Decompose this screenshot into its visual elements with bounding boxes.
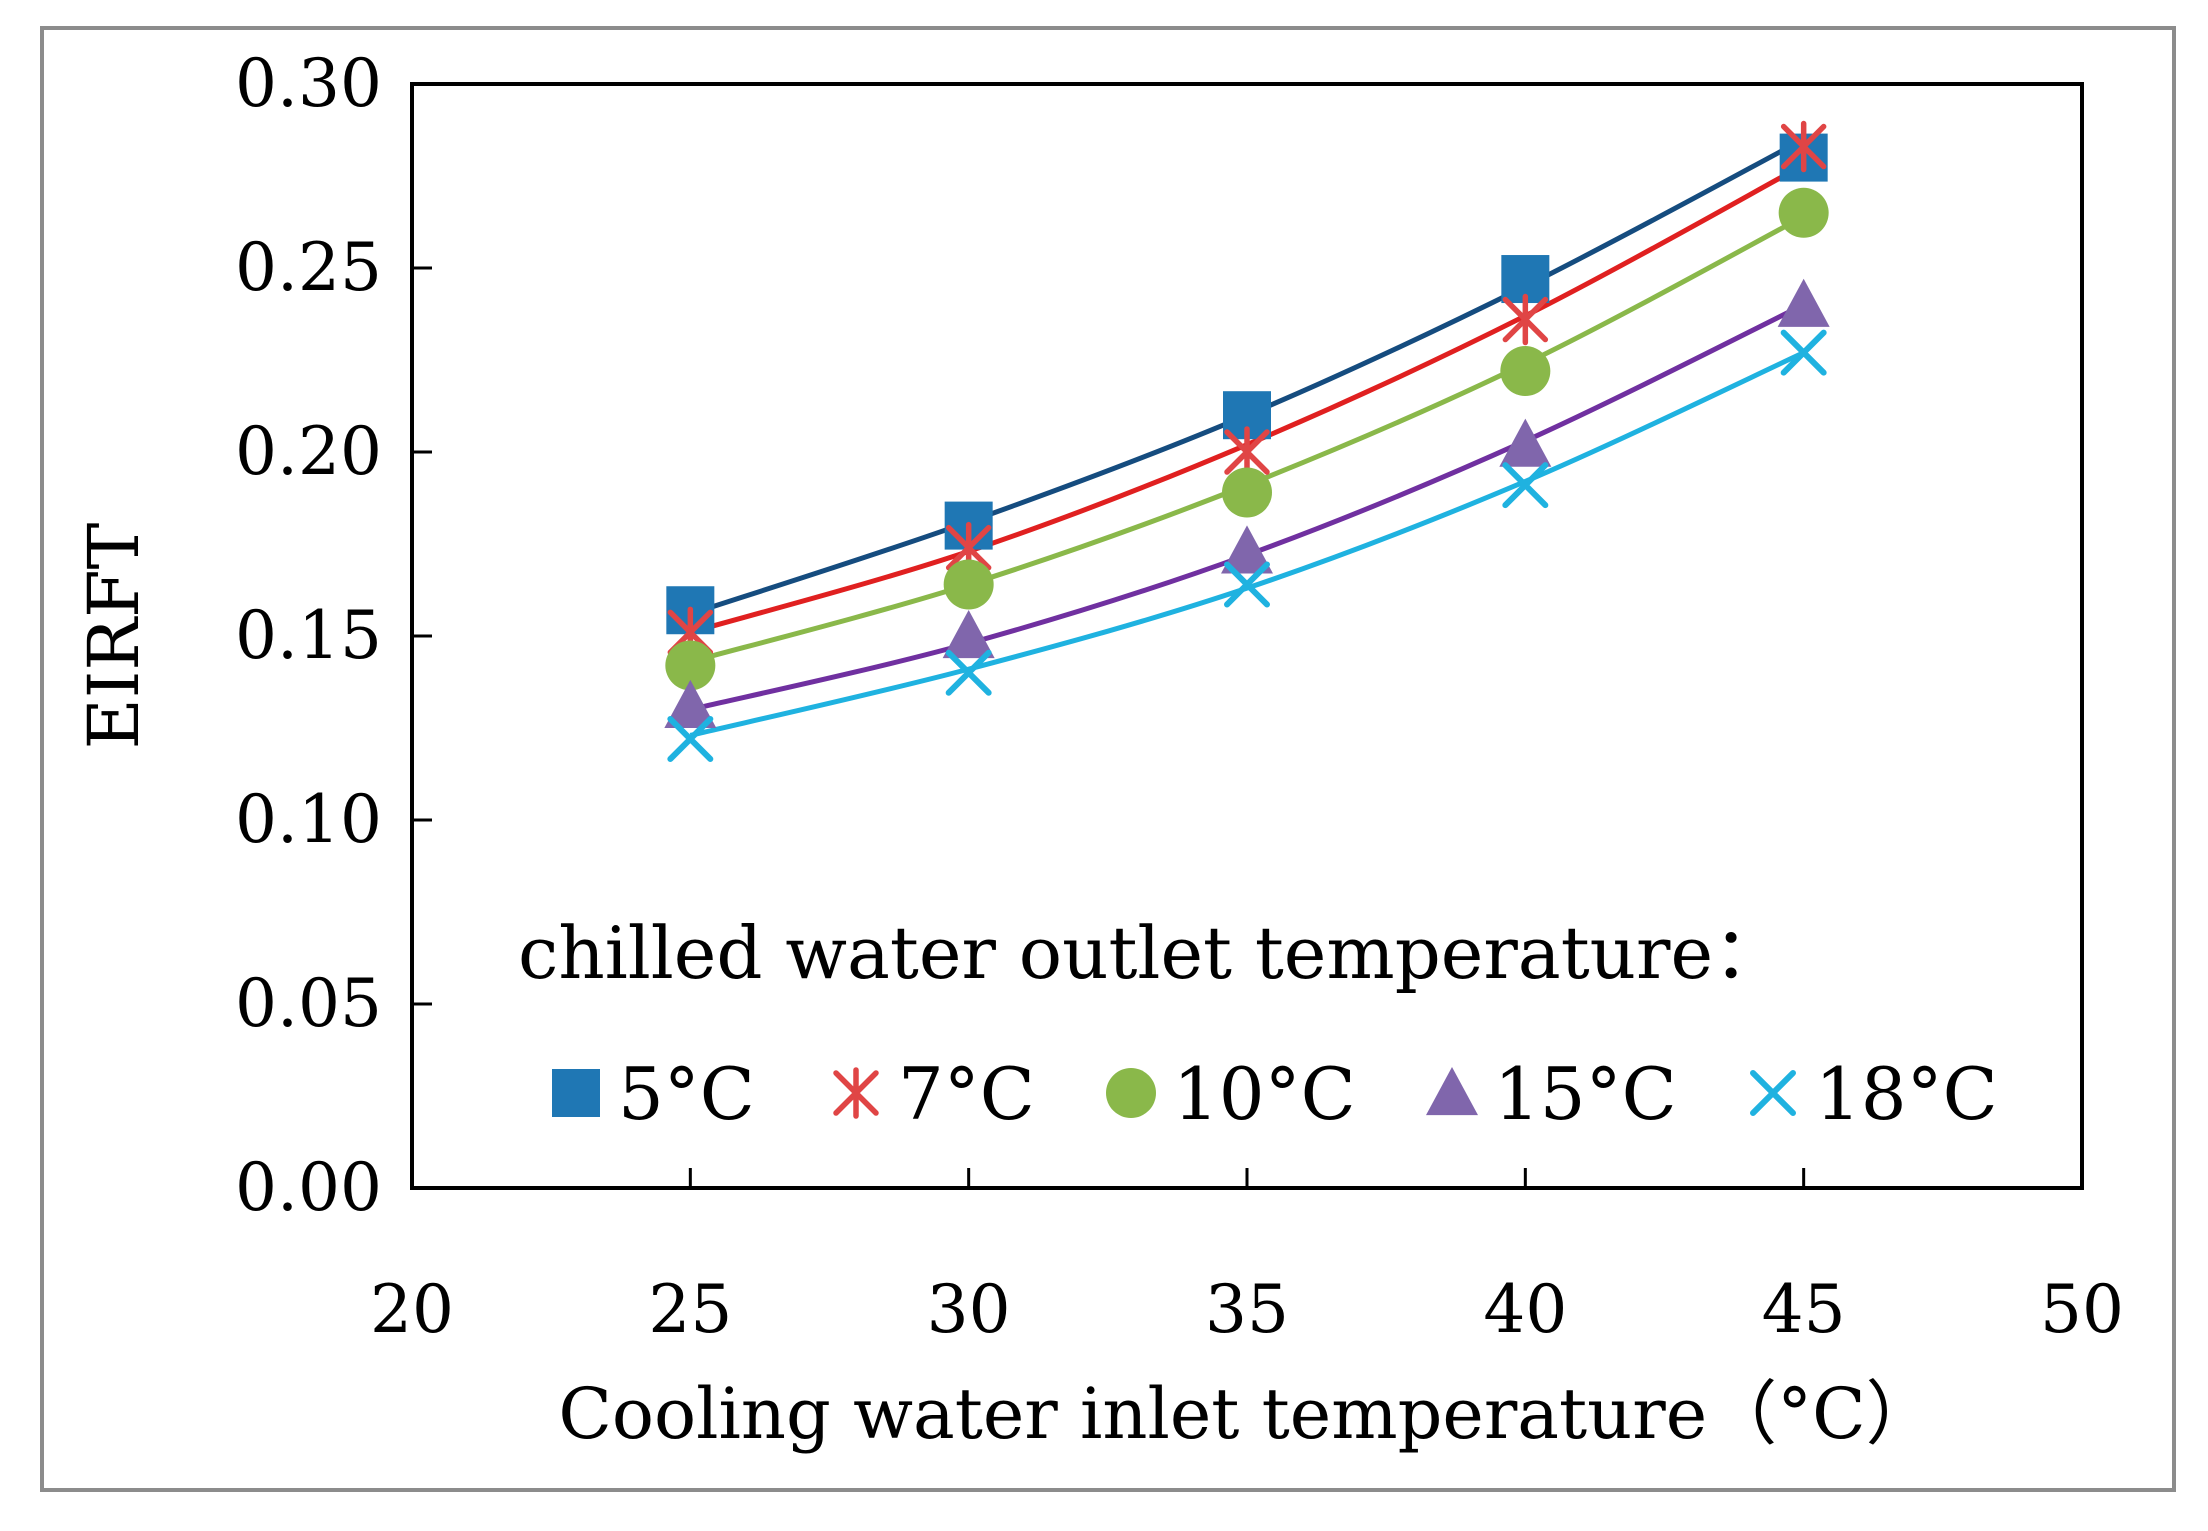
point-s3-3 bbox=[1499, 418, 1552, 467]
legend-marker-1 bbox=[833, 1067, 879, 1119]
legend-item-4: 18°C bbox=[1750, 1052, 1998, 1136]
legend-item-2: 10°C bbox=[1106, 1052, 1356, 1136]
legend-item-0: 5°C bbox=[552, 1052, 755, 1136]
legend-label-0: 5°C bbox=[618, 1052, 755, 1136]
legend-item-3: 15°C bbox=[1426, 1052, 1677, 1136]
x-tick-label-2: 30 bbox=[927, 1271, 1011, 1348]
point-s3-4 bbox=[1777, 278, 1830, 327]
x-tick-label-1: 25 bbox=[648, 1271, 732, 1348]
legend-marker-2 bbox=[1106, 1068, 1156, 1118]
point-s4-4 bbox=[1780, 329, 1827, 376]
point-s1-4 bbox=[1780, 120, 1827, 173]
point-s2-2 bbox=[1222, 467, 1272, 518]
point-s4-0 bbox=[667, 716, 714, 763]
point-s3-1 bbox=[942, 610, 995, 659]
y-tick-label-4: 0.20 bbox=[235, 413, 382, 490]
y-tick-label-6: 0.30 bbox=[235, 45, 382, 122]
x-tick-label-5: 45 bbox=[1762, 1271, 1846, 1348]
point-s2-1 bbox=[943, 559, 994, 610]
legend-label-4: 18°C bbox=[1815, 1052, 1998, 1136]
legend-label-3: 15°C bbox=[1494, 1052, 1677, 1136]
legend-label-2: 10°C bbox=[1173, 1052, 1356, 1136]
legend-marker-4 bbox=[1750, 1070, 1796, 1116]
point-s1-2 bbox=[1224, 426, 1270, 478]
point-s4-3 bbox=[1502, 462, 1549, 509]
y-tick-label-0: 0.00 bbox=[235, 1149, 382, 1226]
point-s1-3 bbox=[1502, 293, 1549, 346]
data-markers bbox=[664, 120, 1830, 763]
legend-title: chilled water outlet temperature： bbox=[518, 911, 1785, 995]
x-tick-label-4: 40 bbox=[1483, 1271, 1567, 1348]
legend: 5°C 7°C 10°C 15°C 18°C bbox=[552, 1052, 1998, 1136]
x-tick-label-0: 20 bbox=[370, 1271, 454, 1348]
point-s2-0 bbox=[665, 640, 716, 691]
point-s3-0 bbox=[664, 679, 717, 729]
chart-frame bbox=[40, 26, 2176, 1492]
y-tick-labels: 0.00 0.05 0.10 0.15 0.20 0.25 0.30 bbox=[235, 45, 382, 1226]
x-axis-title: Cooling water inlet temperature（°C） bbox=[558, 1373, 1935, 1455]
y-tick-label-2: 0.10 bbox=[235, 781, 382, 858]
y-axis-title: EIRFT bbox=[73, 523, 155, 750]
point-s3-2 bbox=[1221, 525, 1273, 574]
point-s2-3 bbox=[1500, 346, 1551, 397]
legend-marker-0 bbox=[552, 1069, 600, 1117]
point-s4-1 bbox=[945, 649, 992, 696]
legend-marker-3 bbox=[1426, 1067, 1478, 1116]
x-tick-labels: 20 25 30 35 40 45 50 bbox=[370, 1271, 2124, 1348]
x-tick-label-3: 35 bbox=[1205, 1271, 1289, 1348]
x-tick-label-6: 50 bbox=[2040, 1271, 2124, 1348]
point-s4-2 bbox=[1224, 561, 1270, 608]
tick-marks bbox=[410, 82, 2084, 1190]
legend-label-1: 7°C bbox=[898, 1052, 1035, 1136]
y-tick-label-3: 0.15 bbox=[235, 597, 382, 674]
y-tick-label-1: 0.05 bbox=[235, 965, 382, 1042]
y-tick-label-5: 0.25 bbox=[235, 229, 382, 306]
point-s2-4 bbox=[1778, 187, 1829, 238]
legend-item-1: 7°C bbox=[833, 1052, 1035, 1136]
